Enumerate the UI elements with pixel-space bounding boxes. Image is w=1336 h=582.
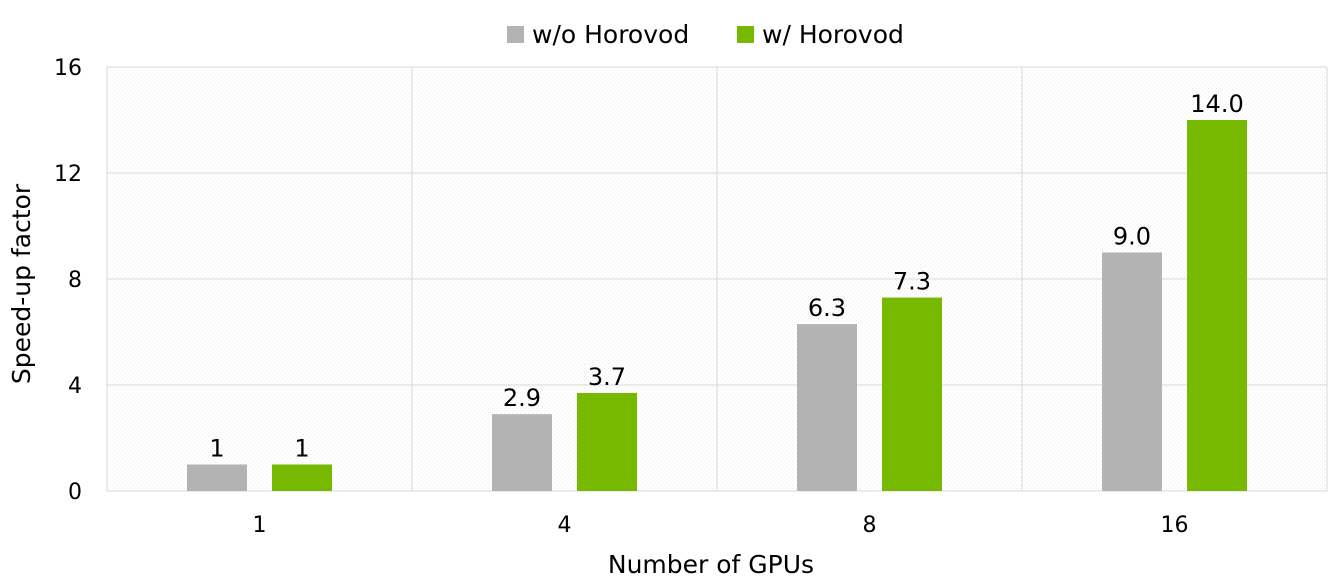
data-label-without-horovod-16: 9.0 [1113, 223, 1151, 251]
y-tick-label-12: 12 [54, 162, 82, 187]
bar-without-horovod-8 [797, 324, 857, 491]
bar-with-horovod-8 [882, 297, 942, 491]
bar-without-horovod-4 [492, 414, 552, 491]
bars [187, 120, 1247, 491]
bar-with-horovod-1 [272, 464, 332, 491]
y-axis-title: Speed-up factor [7, 183, 36, 384]
y-tick-label-4: 4 [68, 374, 82, 399]
data-label-with-horovod-4: 3.7 [588, 363, 626, 391]
legend: w/o Horovod w/ Horovod [507, 20, 904, 49]
y-tick-label-0: 0 [68, 480, 82, 505]
bar-without-horovod-1 [187, 464, 247, 491]
data-label-without-horovod-1: 1 [209, 435, 224, 463]
x-tick-label-1: 1 [253, 513, 267, 538]
data-label-without-horovod-4: 2.9 [503, 384, 541, 412]
data-label-without-horovod-8: 6.3 [808, 294, 846, 322]
legend-label-with-horovod: w/ Horovod [762, 20, 904, 49]
data-label-with-horovod-1: 1 [294, 435, 309, 463]
bar-with-horovod-4 [577, 392, 637, 491]
x-tick-label-16: 16 [1161, 513, 1189, 538]
y-tick-label-16: 16 [54, 56, 82, 81]
bar-without-horovod-16 [1102, 252, 1162, 491]
x-axis-ticks: 1 4 8 16 [253, 513, 1189, 538]
legend-swatch-with-horovod [737, 26, 754, 43]
data-label-with-horovod-16: 14.0 [1190, 90, 1243, 118]
y-axis-ticks: 0 4 8 12 16 [54, 56, 82, 505]
data-label-with-horovod-8: 7.3 [893, 268, 931, 296]
y-tick-label-8: 8 [68, 268, 82, 293]
x-tick-label-8: 8 [863, 513, 877, 538]
x-axis-title: Number of GPUs [608, 550, 814, 579]
bar-with-horovod-16 [1187, 120, 1247, 491]
data-labels: 1 1 2.9 3.7 6.3 7.3 9.0 14.0 [209, 90, 1243, 463]
legend-label-without-horovod: w/o Horovod [532, 20, 689, 49]
x-tick-label-4: 4 [558, 513, 572, 538]
legend-swatch-without-horovod [507, 26, 524, 43]
